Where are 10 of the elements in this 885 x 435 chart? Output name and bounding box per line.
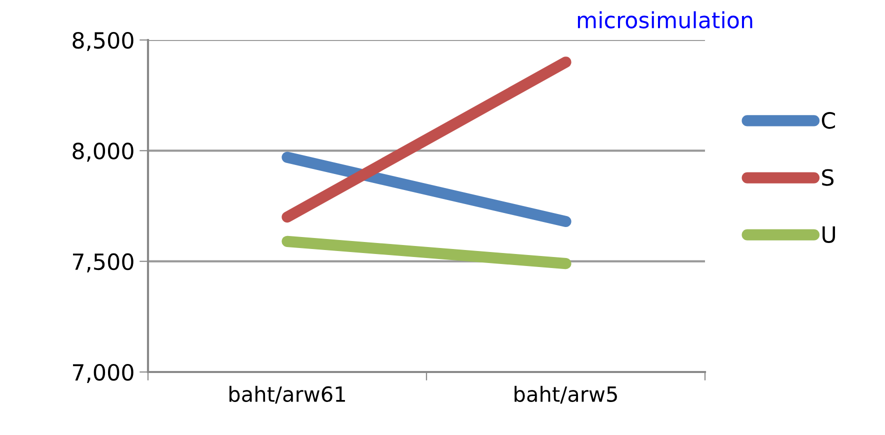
y-tick-label: 8,500 — [72, 32, 134, 52]
x-tick-label: baht/arw61 — [230, 386, 345, 404]
y-tick-label: 7,500 — [73, 253, 134, 272]
y-tick-label: 8,000 — [72, 142, 134, 162]
legend-label: U — [822, 226, 835, 243]
legend-label: S — [822, 169, 834, 186]
legend-label: C — [822, 112, 835, 129]
y-tick-label: 7,000 — [73, 364, 134, 384]
x-tick-label: baht/arw5 — [514, 386, 617, 404]
chart-title: microsimulation — [578, 11, 752, 28]
